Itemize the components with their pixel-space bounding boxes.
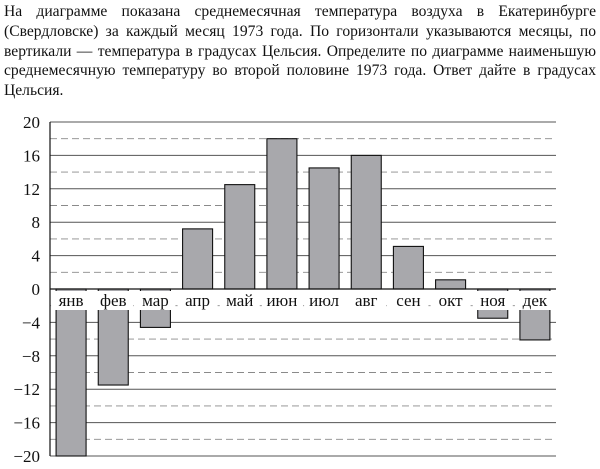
y-tick-label: −20 [13,447,40,466]
bar-май [224,184,256,290]
month-label: окт [439,291,464,310]
month-label-bg [219,291,260,310]
y-tick-label: 16 [23,146,40,165]
y-tick-label: 20 [23,113,40,132]
y-tick-label: −12 [13,380,40,399]
month-label: фев [100,291,127,310]
month-label: сен [396,291,420,310]
month-label-bg [177,291,218,310]
month-label-bg [261,291,302,310]
month-label: июн [266,291,297,310]
month-label: май [226,291,253,310]
month-label: апр [185,291,210,310]
month-label-bg [430,291,471,310]
bar-сен [392,245,424,290]
y-tick-label: −4 [22,313,41,332]
y-tick-label: 12 [23,180,40,199]
bar-июн [266,138,298,290]
month-label-bg [388,291,429,310]
bar-апр [182,228,214,290]
month-label: мар [142,291,169,310]
month-label: ноя [480,291,505,310]
y-axis-ticks: 20 16 12 8 4 0 −4 −8 −12 −16 −20 [13,113,40,466]
chart-frame [49,122,556,456]
bar-окт [435,279,467,290]
month-label: дек [523,291,548,310]
bar-авг [350,154,382,290]
y-tick-label: 8 [32,213,41,232]
month-label: янв [59,291,84,310]
problem-text: На диаграмме показана среднемесячная тем… [4,3,596,100]
y-tick-label: −8 [22,347,40,366]
month-label-bg [304,291,345,310]
month-label-bg [514,291,555,310]
bar-янв [55,288,87,457]
month-label-bg [93,291,134,310]
month-label: июл [309,291,339,310]
month-label-bg [135,291,176,310]
month-label-bg [51,291,92,310]
month-label: авг [355,291,378,310]
month-label-bg [472,291,513,310]
bar-июл [308,167,340,290]
y-tick-label: 4 [32,247,41,266]
y-tick-label: −16 [13,414,40,433]
x-axis-labels: янв фев мар апр май июн июл авг сен окт ноя дек [51,291,555,310]
y-tick-label: 0 [32,280,41,299]
month-label-bg [346,291,387,310]
